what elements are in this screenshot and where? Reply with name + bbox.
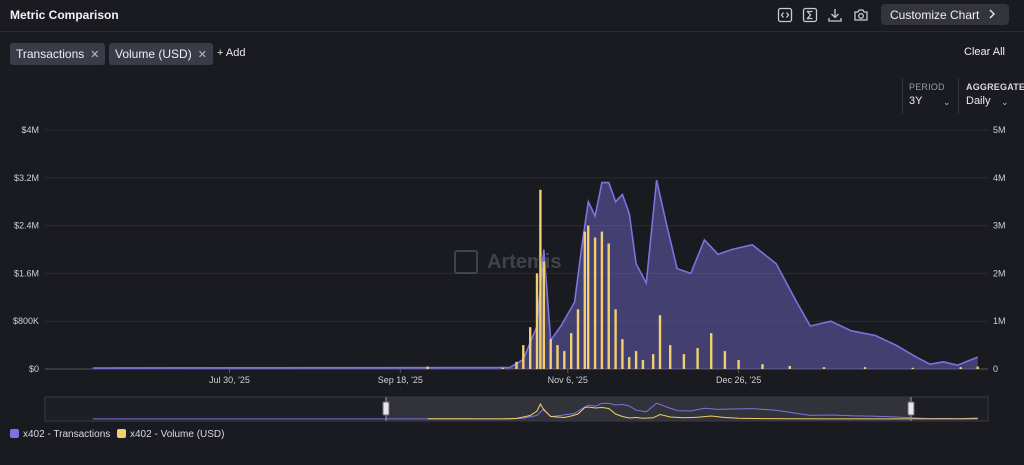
- chip-label: Volume (USD): [115, 47, 192, 61]
- x-tick-label: Sep 18, '25: [378, 375, 423, 385]
- close-icon[interactable]: ✕: [197, 49, 207, 61]
- metric-chip-transactions[interactable]: Transactions ✕: [10, 43, 106, 65]
- customize-chart-button[interactable]: Customize Chart: [881, 4, 1009, 25]
- customize-chart-label: Customize Chart: [890, 8, 980, 22]
- page-title: Metric Comparison: [10, 8, 119, 22]
- volume-bar: [426, 366, 429, 369]
- volume-bar: [959, 367, 962, 369]
- x-tick-label: Dec 26, '25: [716, 375, 761, 385]
- chip-label: Transactions: [16, 47, 85, 61]
- volume-bar: [563, 351, 566, 369]
- chevron-right-icon: [987, 7, 997, 24]
- volume-bar: [621, 339, 624, 369]
- y-right-tick-label: 2M: [993, 268, 1006, 278]
- volume-bar: [652, 354, 655, 369]
- volume-bar: [549, 339, 552, 369]
- y-right-tick-label: 3M: [993, 221, 1006, 231]
- volume-bar: [501, 367, 504, 369]
- volume-bar: [529, 327, 532, 369]
- watermark-text: Artemis: [487, 251, 562, 273]
- legend-item-volume[interactable]: x402 - Volume (USD): [117, 429, 224, 440]
- legend-swatch: [117, 429, 126, 438]
- volume-bar: [976, 366, 979, 369]
- volume-bar: [723, 351, 727, 369]
- volume-bar: [593, 237, 597, 369]
- chevron-down-icon: ⌄: [1001, 97, 1009, 107]
- camera-icon[interactable]: [853, 7, 869, 23]
- volume-bar: [641, 360, 645, 369]
- y-left-tick-label: $0: [29, 364, 39, 374]
- volume-bar: [628, 357, 631, 369]
- close-icon[interactable]: ✕: [90, 49, 100, 61]
- embed-icon[interactable]: [777, 7, 793, 23]
- aggregate-select[interactable]: AGGREGATE Daily ⌄: [958, 78, 1024, 114]
- y-right-tick-label: 1M: [993, 316, 1006, 326]
- chart-header: Metric Comparison Customize Chart: [0, 0, 1024, 32]
- volume-bar: [587, 225, 590, 369]
- volume-bar: [542, 261, 545, 369]
- volume-bar: [911, 367, 914, 369]
- volume-bar: [583, 231, 586, 369]
- volume-bar: [522, 345, 525, 369]
- volume-bar: [515, 361, 518, 369]
- volume-bar: [696, 348, 699, 369]
- period-select[interactable]: PERIOD 3Y ⌄: [902, 78, 956, 114]
- y-left-tick-label: $3.2M: [14, 173, 39, 183]
- aggregate-label: AGGREGATE: [966, 82, 1024, 92]
- volume-bar: [788, 366, 791, 369]
- sigma-icon[interactable]: [802, 7, 818, 23]
- volume-bar: [761, 364, 764, 369]
- y-left-tick-label: $800K: [13, 316, 39, 326]
- volume-bar: [710, 333, 713, 369]
- chevron-down-icon: ⌄: [943, 97, 951, 107]
- y-left-tick-label: $1.6M: [14, 268, 39, 278]
- transactions-line: [92, 180, 979, 369]
- volume-bar: [737, 360, 740, 369]
- volume-bar: [539, 189, 542, 370]
- legend-swatch: [10, 429, 19, 438]
- metric-chart: $0 $800K $1.6M $2.4M $3.2M $4M 0 1M 2M 3M 4M 5M Jul …: [13, 125, 1006, 422]
- y-left-tick-label: $2.4M: [14, 221, 39, 231]
- volume-bar: [607, 243, 610, 369]
- volume-bar: [669, 345, 672, 369]
- range-selection: [386, 397, 911, 421]
- y-right-tick-label: 4M: [993, 173, 1006, 183]
- volume-bar: [863, 367, 867, 369]
- volume-bar: [634, 351, 638, 369]
- aggregate-value: Daily: [966, 95, 991, 107]
- artemis-watermark: Artemis: [452, 247, 572, 277]
- y-right-tick-label: 5M: [993, 125, 1006, 135]
- clear-all-button[interactable]: Clear All: [964, 46, 1005, 58]
- volume-bar: [658, 315, 662, 369]
- volume-bar: [614, 309, 617, 370]
- legend-label: x402 - Volume (USD): [130, 429, 225, 440]
- volume-bar: [600, 231, 604, 369]
- range-handle[interactable]: [382, 401, 390, 416]
- metric-chip-volume[interactable]: Volume (USD) ✕: [109, 43, 213, 65]
- x-tick-label: Jul 30, '25: [209, 375, 250, 385]
- artemis-logo-icon: [454, 250, 478, 274]
- range-handle[interactable]: [907, 401, 915, 416]
- add-metric-button[interactable]: + Add: [217, 47, 246, 59]
- y-left-tick-label: $4M: [21, 125, 39, 135]
- legend-label: x402 - Transactions: [23, 429, 111, 440]
- volume-bar: [570, 333, 573, 369]
- period-label: PERIOD: [909, 82, 945, 92]
- legend-item-transactions[interactable]: x402 - Transactions: [10, 429, 110, 440]
- volume-bar: [556, 345, 559, 369]
- volume-bar: [535, 273, 539, 369]
- download-icon[interactable]: [827, 7, 843, 23]
- volume-bar: [822, 367, 826, 369]
- y-right-tick-label: 0: [993, 364, 998, 374]
- navigator-volume-line: [427, 402, 978, 420]
- volume-bar: [682, 354, 686, 369]
- x-tick-label: Nov 6, '25: [548, 375, 588, 385]
- period-value: 3Y: [909, 95, 923, 107]
- volume-bar: [576, 309, 580, 370]
- transactions-area: [92, 180, 978, 369]
- navigator-transactions-line: [92, 402, 978, 420]
